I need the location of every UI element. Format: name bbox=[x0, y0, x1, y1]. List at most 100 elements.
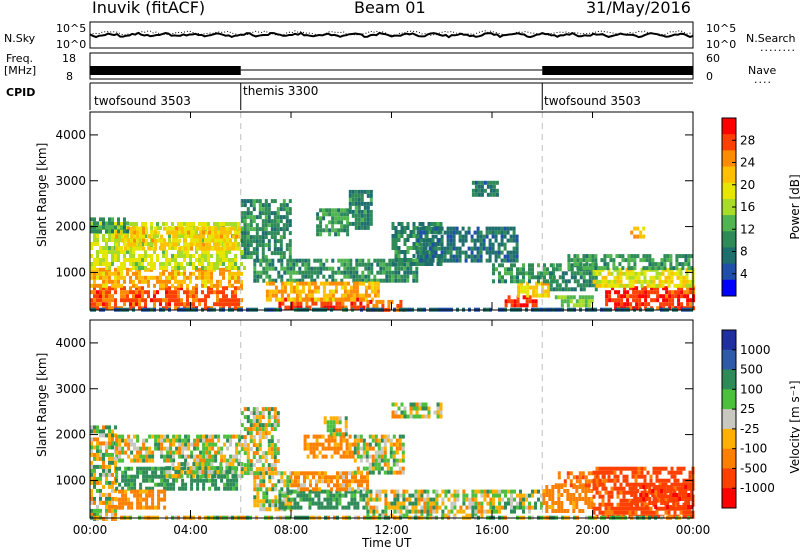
heatmap-cell bbox=[204, 294, 207, 299]
heatmap-cell bbox=[467, 230, 471, 235]
heatmap-cell bbox=[409, 246, 413, 250]
heatmap-cell bbox=[163, 242, 167, 247]
heatmap-cell bbox=[399, 509, 403, 514]
heatmap-cell bbox=[105, 294, 108, 299]
heatmap-cell bbox=[201, 470, 205, 475]
heatmap-cell bbox=[111, 234, 114, 238]
heatmap-cell bbox=[159, 279, 162, 284]
heatmap-cell bbox=[452, 258, 456, 263]
heatmap-cell bbox=[396, 489, 400, 494]
heatmap-cell bbox=[220, 446, 224, 451]
heatmap-cell bbox=[151, 246, 155, 251]
velocity-heatmap-panel bbox=[90, 320, 695, 521]
heatmap-cell bbox=[646, 279, 650, 284]
heatmap-cell bbox=[219, 267, 222, 272]
heatmap-cell bbox=[572, 475, 576, 480]
heatmap-cell bbox=[193, 234, 197, 239]
heatmap-cell bbox=[148, 505, 152, 510]
heatmap-cell bbox=[226, 226, 230, 231]
heatmap-cell bbox=[306, 446, 310, 451]
heatmap-cell bbox=[280, 274, 284, 279]
heatmap-cell bbox=[601, 466, 605, 471]
heatmap-cell bbox=[282, 203, 286, 208]
heatmap-cell bbox=[400, 414, 404, 419]
heatmap-cell bbox=[312, 471, 315, 476]
heatmap-cell bbox=[216, 250, 219, 254]
heatmap-cell bbox=[184, 438, 188, 443]
heatmap-cell bbox=[576, 271, 580, 276]
heatmap-cell bbox=[474, 188, 478, 193]
heatmap-cell bbox=[352, 266, 356, 271]
heatmap-cell bbox=[255, 199, 259, 204]
heatmap-cell bbox=[256, 487, 260, 492]
heatmap-cell bbox=[255, 255, 259, 260]
heatmap-cell bbox=[507, 295, 511, 300]
heatmap-cell bbox=[645, 258, 649, 263]
heatmap-cell bbox=[202, 446, 206, 451]
heatmap-cell bbox=[637, 271, 641, 276]
heatmap-cell bbox=[148, 486, 152, 491]
heatmap-cell bbox=[259, 258, 263, 263]
heatmap-cell bbox=[150, 234, 153, 238]
heatmap-cell bbox=[349, 262, 353, 267]
heatmap-cell bbox=[264, 219, 268, 224]
heatmap-cell bbox=[261, 431, 265, 436]
heatmap-cell bbox=[616, 283, 620, 288]
heatmap-cell bbox=[216, 466, 220, 471]
cpid-panel bbox=[89, 82, 693, 110]
heatmap-cell bbox=[198, 271, 201, 276]
heatmap-cell bbox=[126, 271, 129, 276]
heatmap-cell bbox=[414, 493, 418, 498]
heatmap-cell bbox=[117, 221, 120, 226]
heatmap-cell bbox=[178, 230, 182, 235]
heatmap-cell bbox=[180, 262, 183, 266]
heatmap-cell bbox=[204, 474, 208, 479]
heatmap-cell bbox=[253, 479, 257, 484]
heatmap-cell bbox=[492, 501, 495, 506]
heatmap-cell bbox=[190, 234, 194, 239]
heatmap-cell bbox=[327, 475, 330, 480]
heatmap-cell bbox=[390, 489, 394, 494]
heatmap-cell bbox=[108, 425, 111, 430]
heatmap-cell bbox=[299, 305, 303, 310]
heatmap-cell bbox=[435, 489, 439, 494]
heatmap-cell bbox=[216, 470, 220, 475]
heatmap-cell bbox=[540, 493, 543, 498]
heatmap-cell bbox=[102, 238, 105, 242]
heatmap-cell bbox=[231, 262, 234, 266]
heatmap-cell bbox=[342, 483, 345, 488]
heatmap-cell bbox=[118, 454, 122, 459]
heatmap-cell bbox=[108, 217, 111, 222]
heatmap-cell bbox=[127, 438, 131, 443]
heatmap-cell bbox=[415, 406, 419, 411]
heatmap-cell bbox=[154, 446, 158, 451]
heatmap-cell bbox=[492, 489, 495, 494]
heatmap-cell bbox=[452, 246, 456, 251]
heatmap-cell bbox=[267, 423, 271, 428]
heatmap-cell bbox=[255, 231, 259, 236]
heatmap-cell bbox=[265, 499, 269, 504]
heatmap-cell bbox=[316, 297, 320, 302]
heatmap-cell bbox=[403, 274, 407, 279]
heatmap-cell bbox=[183, 254, 186, 258]
heatmap-cell bbox=[371, 458, 375, 463]
heatmap-cell bbox=[406, 262, 410, 267]
heatmap-cell bbox=[99, 433, 102, 438]
heatmap-cell bbox=[604, 490, 608, 495]
heatmap-cell bbox=[503, 226, 507, 231]
heatmap-cell bbox=[145, 486, 149, 491]
heatmap-cell bbox=[368, 434, 372, 439]
heatmap-cell bbox=[90, 246, 93, 250]
heatmap-cell bbox=[133, 242, 137, 247]
heatmap-cell bbox=[350, 301, 354, 306]
heatmap-cell bbox=[154, 482, 158, 487]
heatmap-cell bbox=[322, 281, 326, 286]
heatmap-cell bbox=[412, 402, 416, 407]
heatmap-cell bbox=[455, 258, 459, 263]
heatmap-cell bbox=[219, 254, 222, 258]
heatmap-cell bbox=[317, 501, 321, 506]
heatmap-cell bbox=[462, 501, 466, 506]
heatmap-cell bbox=[346, 224, 350, 229]
heatmap-cell bbox=[114, 512, 117, 517]
heatmap-cell bbox=[679, 279, 683, 284]
